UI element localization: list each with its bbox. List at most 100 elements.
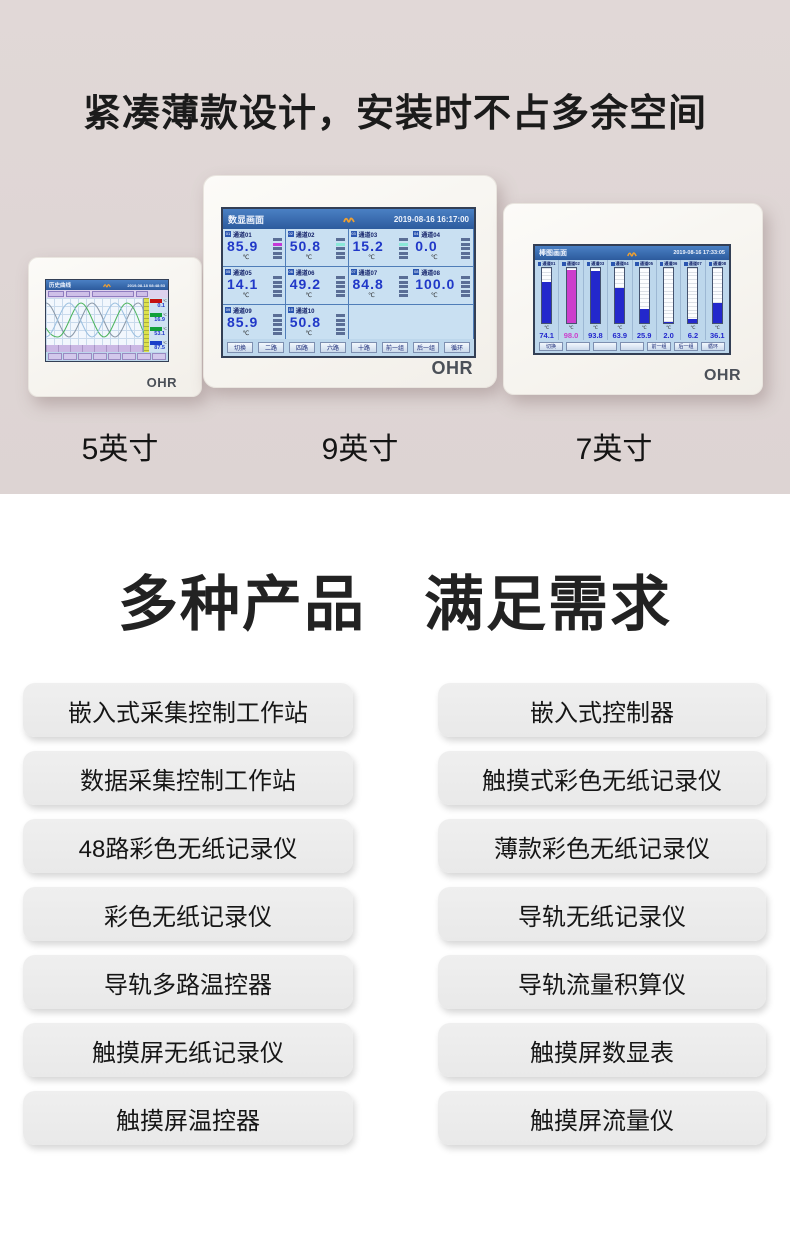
screen-button[interactable]: 后一组 [674,342,698,351]
bar-gauge-track [541,267,553,324]
screen-button[interactable] [593,342,617,351]
bar-gauge-track [687,267,699,324]
channel-bar-segments [399,276,409,297]
trend-channel-tag-row: ℃ [150,341,167,345]
screen-button[interactable]: 循环 [701,342,725,351]
channel-unit: ℃ [242,255,250,261]
channel-label: 通道08 [421,270,440,277]
device-7-screen: 棒图画面 2019-08-16 17:33:05 通道01 [533,244,731,355]
screen-button[interactable]: 前一组 [647,342,671,351]
screen-button[interactable]: 前一组 [382,342,408,353]
channel-cell: 08 通道08 100.0 ℃ [411,267,474,305]
channel-unit: ℃ [163,327,167,331]
trend-button[interactable] [152,353,166,360]
trend-channel-list: ℃ 0.1 ℃ 16.9 [149,298,168,352]
channel-unit: ℃ [430,255,438,261]
screen-button[interactable] [620,342,644,351]
channel-header-row: 03 通道03 [350,230,410,239]
products-heading: 多种产品 满足需求 [0,556,790,643]
channel-cell-content: 01 通道01 85.9 ℃ [223,229,285,266]
bar-segment [335,323,345,326]
trend-button[interactable] [62,353,77,360]
channel-unit: ℃ [163,299,167,303]
screen-button[interactable]: 六路 [320,342,346,353]
channel-value: 100.0 [415,276,456,292]
trend-button[interactable] [92,353,107,360]
channel-header-row: 08 通道08 [413,268,471,277]
product-button[interactable]: 导轨多路温控器 [23,955,353,1009]
product-button[interactable]: 彩色无纸记录仪 [23,887,353,941]
screen-button[interactable]: 二路 [258,342,284,353]
ohr-brand-logo: OHR [431,358,473,378]
bar-segment [399,238,409,241]
trend-button[interactable] [77,353,92,360]
trend-button[interactable] [137,353,152,360]
product-button[interactable]: 触摸屏数显表 [438,1023,766,1077]
channel-bar-segments [272,314,282,335]
trend-main: ℃ 0.1 ℃ 16.9 [46,298,168,352]
screen-button[interactable]: 后一组 [413,342,439,353]
product-button[interactable]: 嵌入式采集控制工作站 [23,683,353,737]
product-button[interactable]: 触摸屏温控器 [23,1091,353,1145]
trend-button[interactable] [48,353,62,360]
toolbar-chip[interactable] [48,291,64,297]
product-button[interactable]: 触摸屏无纸记录仪 [23,1023,353,1077]
bar-segment [399,294,409,297]
size-label-9-inch: 9英寸 [321,433,399,466]
channel-value: 74.1 [539,331,554,340]
screen-button[interactable]: 切换 [539,342,563,351]
bar-gauge: 通道08 ℃ 36.1 [706,260,729,340]
bar-gauge-fill [590,271,600,323]
channel-number-badge: 05 [225,269,231,275]
device-7-inch: 棒图画面 2019-08-16 17:33:05 通道01 [503,203,763,395]
bar-gauge-fill [688,319,698,323]
channel-unit: ℃ [368,293,375,299]
bar-segment [272,327,282,331]
channel-cell-content: 06 通道06 49.2 ℃ [286,267,348,304]
channel-value: 87.5 [154,345,165,351]
screen-button[interactable]: 四路 [289,342,315,353]
product-button[interactable]: 48路彩色无纸记录仪 [23,819,353,873]
bar-segment-accent [399,242,409,246]
product-button[interactable]: 数据采集控制工作站 [23,751,353,805]
bar-segment [272,251,282,255]
screen-button[interactable]: 切换 [227,342,253,353]
toolbar-chip[interactable] [92,291,134,297]
screen-button[interactable] [566,342,590,351]
product-button[interactable]: 导轨流量积算仪 [438,955,766,1009]
product-button[interactable]: 触摸屏流量仪 [438,1091,766,1145]
ohr-brand-logo: OHR [703,367,741,384]
trend-button[interactable] [107,353,122,360]
channel-unit: ℃ [163,313,167,317]
channel-value: 93.8 [588,331,603,340]
channel-color-tag [150,313,162,317]
bar-segment [461,285,470,288]
bar-segment [399,285,409,288]
screen-button[interactable]: 循环 [444,342,470,353]
channel-number-badge: 08 [413,269,420,275]
trend-button[interactable] [122,353,137,360]
bar-segment [399,256,409,259]
toolbar-chip[interactable] [66,291,90,297]
product-button[interactable]: 触摸式彩色无纸记录仪 [438,751,766,805]
screen-button[interactable]: 十路 [351,342,377,353]
bar-segment-accent [272,242,282,246]
toolbar-chip[interactable] [136,291,148,297]
bar-segment [461,294,470,297]
channel-color-square [684,262,688,266]
channel-unit: ℃ [242,293,250,299]
channel-color-square [562,262,566,266]
products-heading-part2: 满足需求 [424,571,672,638]
channel-value: 14.1 [227,276,259,292]
bar-segment [461,256,470,259]
channel-unit: ℃ [368,255,375,261]
bar-segment [399,251,409,255]
products-column-right: 嵌入式控制器 触摸式彩色无纸记录仪 薄款彩色无纸记录仪 导轨无纸记录仪 导轨流量… [438,683,766,1145]
product-button[interactable]: 嵌入式控制器 [438,683,766,737]
products-column-left: 嵌入式采集控制工作站 数据采集控制工作站 48路彩色无纸记录仪 彩色无纸记录仪 … [23,683,353,1145]
product-button[interactable]: 导轨无纸记录仪 [438,887,766,941]
bar-segment [272,314,282,317]
product-button[interactable]: 薄款彩色无纸记录仪 [438,819,766,873]
bar-gauge-header: 通道08 [708,261,726,267]
